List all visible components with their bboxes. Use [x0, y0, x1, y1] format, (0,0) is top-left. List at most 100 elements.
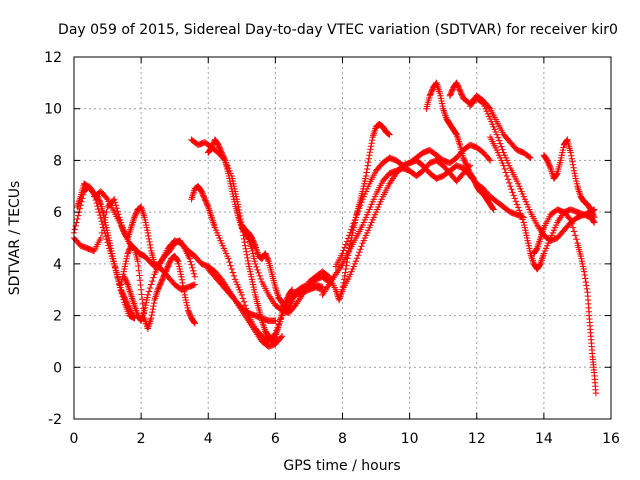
data-point-interp — [568, 220, 576, 227]
data-point-interp — [243, 305, 250, 312]
series-pass-c — [90, 188, 199, 293]
data-point-interp — [179, 282, 187, 290]
data-point-interp — [152, 293, 159, 300]
data-point-interp — [358, 199, 365, 206]
data-point-interp — [131, 303, 139, 311]
data-point-interp — [211, 222, 218, 230]
chart-title: Day 059 of 2015, Sidereal Day-to-day VTE… — [58, 22, 618, 38]
data-point-interp — [479, 99, 486, 106]
data-point-interp — [363, 165, 371, 173]
y-tick-label: 10 — [44, 102, 62, 118]
data-point-interp — [498, 143, 505, 150]
x-tick-label: 16 — [602, 431, 620, 447]
data-point — [151, 296, 158, 304]
data-point-interp — [127, 289, 134, 297]
data-point-interp — [191, 319, 198, 326]
data-point — [288, 286, 296, 293]
x-tick-label: 6 — [271, 431, 280, 447]
data-point-interp — [189, 264, 196, 271]
data-point — [134, 258, 141, 265]
data-point-interp — [98, 229, 106, 237]
data-point-interp — [348, 226, 355, 233]
data-point — [362, 172, 370, 180]
data-point — [493, 131, 501, 138]
data-point-interp — [528, 255, 536, 262]
data-point — [208, 214, 215, 221]
data-point-interp — [130, 314, 138, 321]
data-point-interp — [253, 263, 260, 271]
data-point-interp — [136, 277, 144, 284]
data-point-interp — [128, 295, 136, 302]
data-point-interp — [342, 241, 350, 248]
data-point-interp — [241, 302, 249, 309]
series-pass-u — [74, 180, 138, 322]
data-point — [144, 229, 152, 237]
data-point-interp — [273, 287, 280, 294]
data-point-interp — [74, 215, 81, 223]
data-point-interp — [135, 267, 143, 274]
data-point-interp — [207, 210, 214, 218]
data-point-interp — [149, 305, 157, 313]
data-point-interp — [145, 288, 153, 295]
data-point-interp — [494, 134, 502, 141]
data-point-interp — [370, 132, 377, 139]
data-point — [97, 234, 105, 242]
data-point-interp — [364, 162, 371, 169]
data-point — [507, 183, 514, 190]
data-marks-layer — [70, 79, 600, 397]
data-point-interp — [127, 226, 134, 233]
data-point-interp — [371, 128, 378, 136]
data-point — [346, 232, 353, 239]
data-point — [131, 314, 138, 322]
data-point-interp — [146, 241, 154, 249]
data-point-interp — [128, 293, 135, 300]
data-point — [342, 265, 350, 273]
data-point-interp — [519, 216, 526, 223]
data-point-interp — [501, 165, 508, 173]
data-point-interp — [274, 324, 282, 331]
data-point-interp — [539, 253, 546, 261]
data-point-interp — [244, 257, 252, 265]
data-point-interp — [207, 212, 215, 219]
data-point — [178, 273, 185, 280]
data-point-interp — [568, 155, 576, 162]
data-point-interp — [333, 288, 340, 295]
series-pass-j — [205, 265, 286, 350]
y-tick-label: 0 — [53, 360, 62, 376]
x-tick-label: 0 — [70, 431, 79, 447]
series-pass-r — [486, 133, 598, 273]
data-point — [188, 196, 195, 203]
data-point-interp — [137, 281, 144, 289]
data-point-interp — [153, 291, 160, 299]
data-point-interp — [180, 288, 188, 296]
data-point — [272, 317, 279, 324]
data-point-interp — [72, 222, 79, 230]
data-point-interp — [570, 228, 578, 235]
data-point-interp — [189, 192, 196, 199]
y-axis-label: SDTVAR / TECUs — [7, 181, 23, 296]
data-point — [352, 214, 360, 221]
data-point-interp — [573, 236, 580, 243]
data-point-interp — [436, 88, 443, 95]
data-point-interp — [538, 255, 546, 262]
data-point-interp — [178, 276, 186, 284]
x-tick-label: 2 — [137, 431, 146, 447]
data-point-interp — [123, 280, 131, 287]
data-point-interp — [139, 295, 146, 303]
series-pass-t — [530, 206, 600, 397]
data-point-interp — [485, 104, 493, 111]
data-point-interp — [518, 213, 525, 220]
data-point — [580, 268, 588, 275]
data-point-interp — [575, 186, 582, 193]
data-point-interp — [511, 195, 518, 202]
data-point-interp — [228, 265, 235, 273]
data-point-interp — [583, 282, 590, 289]
data-point-interp — [367, 143, 375, 150]
data-point-interp — [145, 232, 152, 240]
data-point-interp — [563, 137, 571, 144]
data-point — [500, 162, 507, 169]
data-point-interp — [497, 140, 504, 147]
data-point-interp — [139, 300, 147, 308]
data-point-interp — [502, 169, 510, 176]
